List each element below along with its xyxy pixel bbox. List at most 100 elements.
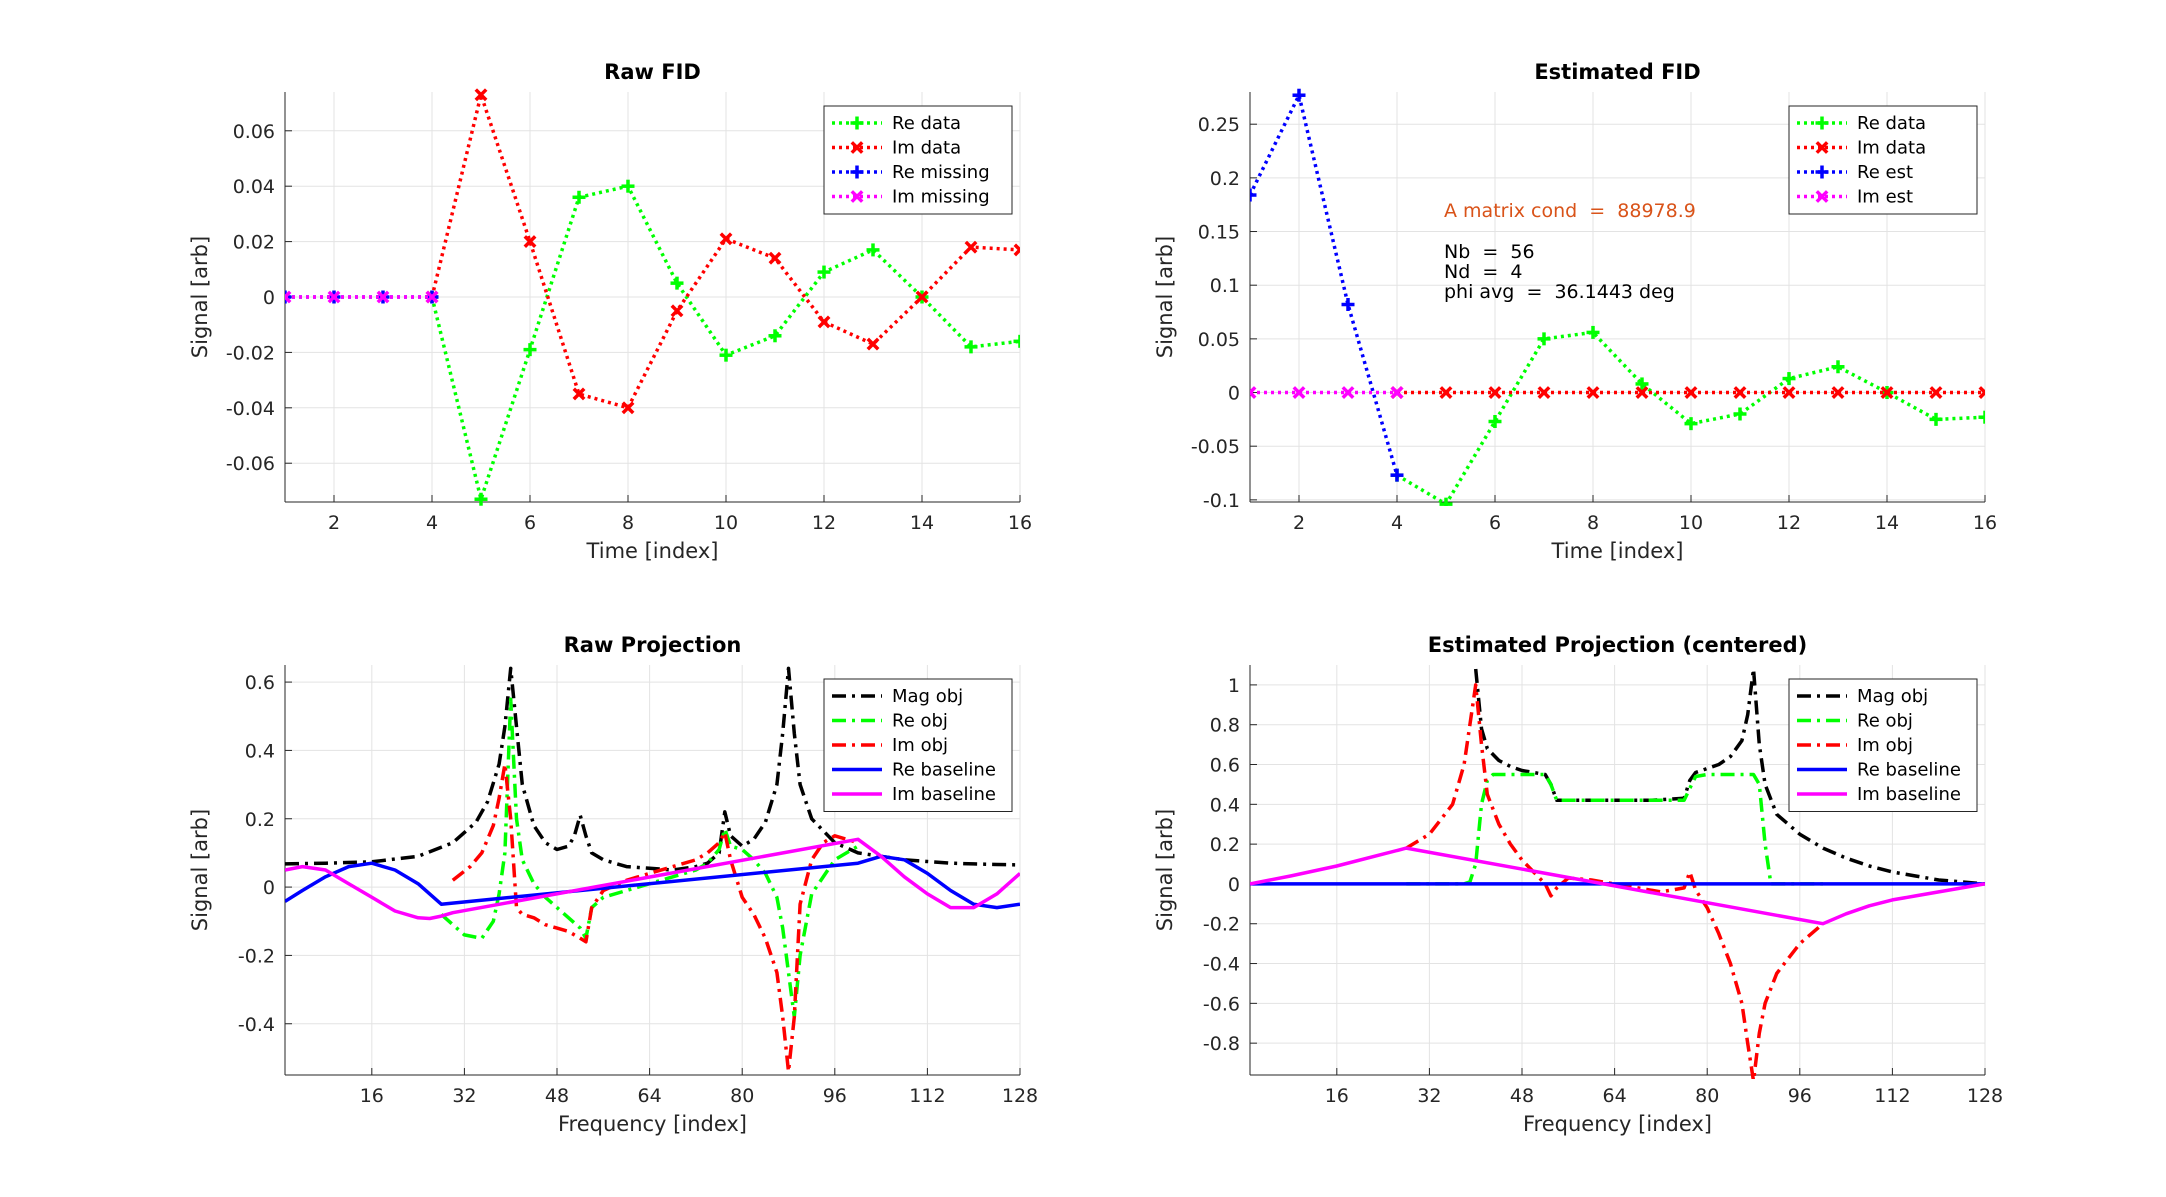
data-point-im-data [768,251,782,265]
legend-label: Re baseline [892,760,996,781]
y-tick-label: 1 [1228,675,1240,697]
legend-label: Im data [1857,138,1926,159]
data-point-im-est [1250,386,1257,399]
legend-label: Mag obj [892,686,963,707]
y-tick-label: 0.2 [245,809,275,831]
y-tick-label: 0.06 [233,121,275,143]
y-tick-label: 0 [1228,383,1240,405]
legend-item: Im est [1797,187,1913,208]
chart-title: Raw Projection [564,633,742,657]
y-tick-label: -0.02 [226,342,275,364]
data-point-im-data [670,304,684,318]
annotation-text: phi avg = 36.1443 deg [1444,281,1675,303]
legend-item: Im baseline [1797,784,1961,805]
x-tick-label: 32 [1417,1085,1441,1107]
x-tick-label: 6 [1489,512,1501,534]
plot-series [285,666,1020,1074]
legend-item: Im data [1797,138,1926,159]
x-tick-label: 2 [1293,512,1305,534]
data-point-im-data [1635,386,1649,399]
legend-label: Mag obj [1857,686,1928,707]
plot-series [1250,667,1985,1079]
data-point-im-data [866,337,880,351]
data-point-re-est [1390,468,1404,482]
plot-series [285,88,1020,506]
legend-item: Re est [1797,162,1913,183]
legend-item: Re obj [1797,711,1913,732]
y-axis-label: Signal [arb] [1153,809,1177,931]
data-point-re-data [1831,360,1845,374]
data-point-re-missing [285,290,292,304]
annotation-text: A matrix cond = 88978.9 [1444,200,1696,222]
data-point-im-data [1684,386,1698,399]
data-point-im-est [1341,386,1355,399]
series-line-im-obj [451,762,859,1074]
legend-box [1788,678,1978,812]
data-point-re-data [1537,332,1551,346]
data-point-im-data [572,387,586,401]
legend-item: Mag obj [1797,686,1928,707]
x-axis-label: Time [index] [1551,539,1684,563]
data-point-im-missing [376,290,390,304]
legend-marker [850,190,864,203]
data-point-im-data [817,315,831,329]
y-tick-label: 0.05 [1198,329,1240,351]
y-tick-label: 0 [263,877,275,899]
legend-marker [1815,141,1829,154]
data-point-re-data [866,243,880,257]
y-tick-label: 0 [263,287,275,309]
x-tick-label: 2 [328,512,340,534]
data-point-re-data [768,329,782,343]
data-point-re-data [1782,372,1796,386]
x-tick-label: 10 [1679,512,1703,534]
chart-title: Raw FID [604,60,701,84]
legend-item: Mag obj [832,686,963,707]
x-tick-label: 12 [812,512,836,534]
data-point-im-data [1488,386,1502,399]
legend-label: Re est [1857,162,1913,183]
data-point-re-data [621,179,635,193]
x-tick-label: 48 [545,1085,569,1107]
y-tick-label: 0.1 [1210,275,1240,297]
legend-box [823,678,1013,812]
legend-label: Im est [1857,187,1913,208]
data-point-im-data [523,235,537,249]
data-point-re-data [719,348,733,362]
data-point-re-data [670,276,684,290]
legend-label: Re obj [1857,711,1913,732]
legend-marker [850,141,864,154]
legend-item: Im missing [832,187,990,208]
y-tick-label: -0.06 [226,453,275,475]
raw-projection-chart: 16 32 48 64 80 96 112 128 -0.4 -0.2 0 0.2 0.4 0.6 Raw … [188,633,1038,1136]
data-point-im-data [1929,386,1943,399]
legend-label: Re missing [892,162,990,183]
x-tick-label: 6 [524,512,536,534]
y-tick-label: -0.04 [226,398,275,420]
legend-item: Im data [832,138,961,159]
legend-item: Re baseline [832,760,996,781]
series-line-im-obj [1405,683,1825,1079]
data-point-re-data [964,340,978,354]
data-point-re-est [1292,88,1306,102]
x-tick-label: 4 [1391,512,1403,534]
x-tick-label: 16 [360,1085,384,1107]
data-point-re-data [817,265,831,279]
legend-label: Im missing [892,187,990,208]
y-tick-label: -0.05 [1191,436,1240,458]
y-tick-label: -0.8 [1203,1033,1240,1055]
legend-item: Re data [1797,113,1926,134]
data-point-re-data [1013,334,1020,348]
y-axis-label: Signal [arb] [188,809,212,931]
series-line-im-baseline [285,837,1020,921]
data-point-im-data [1733,386,1747,399]
x-tick-label: 16 [1325,1085,1349,1107]
x-tick-label: 80 [730,1085,754,1107]
legend-label: Re data [892,113,961,134]
data-point-re-data [1733,407,1747,421]
x-tick-label: 14 [910,512,934,534]
y-tick-label: -0.4 [1203,954,1240,976]
data-point-re-data [1488,415,1502,429]
legend-label: Re obj [892,711,948,732]
chart-title: Estimated FID [1534,60,1700,84]
data-point-im-data [719,232,733,246]
